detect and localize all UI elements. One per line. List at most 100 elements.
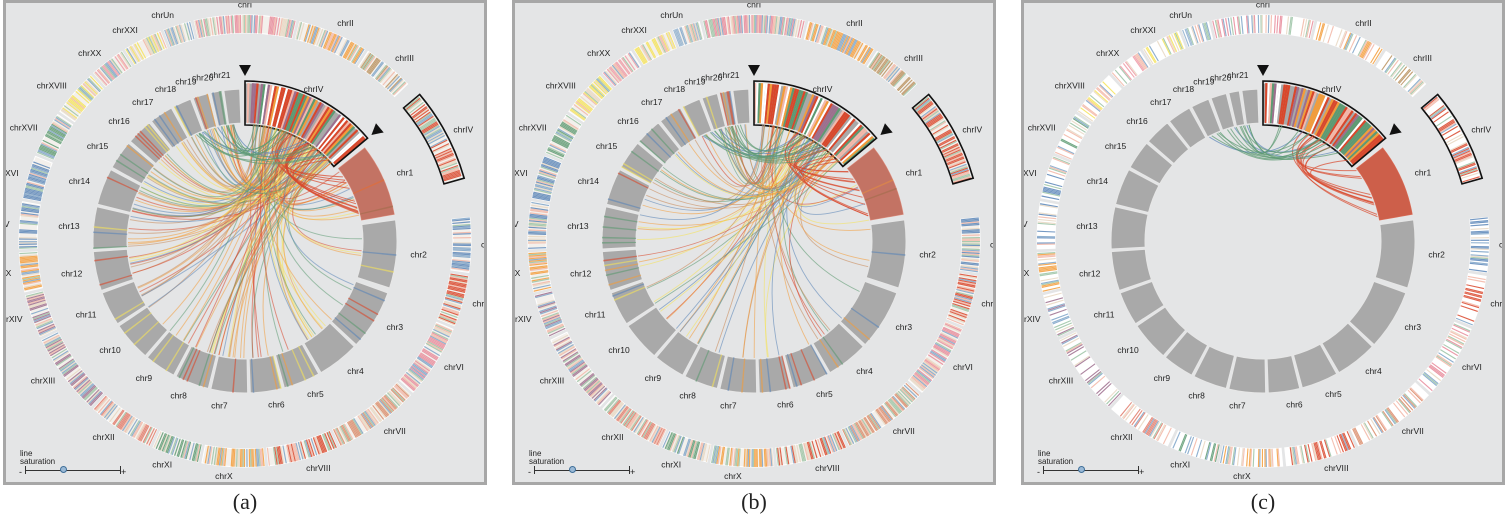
inner-chromosome-chr21[interactable]: chr21 (209, 70, 242, 125)
inner-chromosome-chr2[interactable]: chr2 (865, 219, 936, 289)
inner-chromosome-chr19[interactable]: chr19 (684, 77, 727, 131)
outer-chromosome-chrXVII[interactable]: chrXVII (10, 113, 74, 161)
inner-chromosome-chr15[interactable]: chr15 (87, 141, 156, 185)
saturation-slider-track[interactable] (534, 466, 630, 474)
selection-marker-icon[interactable] (877, 123, 893, 139)
outer-chromosome-chrII[interactable]: chrII (1312, 18, 1384, 66)
outer-chromosome-chrIX[interactable]: chrIX (1468, 216, 1502, 274)
outer-chromosome-chrVI[interactable]: chrVI (1416, 321, 1482, 393)
inner-chromosome-chr6[interactable]: chr6 (757, 354, 794, 410)
inner-chromosome-chr20[interactable]: chr20 (1210, 72, 1246, 127)
outer-chromosome-chrIX[interactable]: chrIX (959, 216, 993, 274)
outer-chromosome-chrXVII[interactable]: chrXVII (519, 113, 583, 161)
saturation-slider-track[interactable] (25, 466, 121, 474)
inner-chromosome-chr13[interactable]: chr13 (58, 206, 131, 250)
inner-chromosome-chr21[interactable]: chr21 (1227, 70, 1260, 125)
selection-marker-icon[interactable] (368, 123, 384, 139)
inner-chromosome-chr4[interactable]: chr4 (1321, 322, 1382, 376)
inner-chromosome-chr16[interactable]: chr16 (617, 116, 681, 165)
inner-chromosome-chr18[interactable]: chr18 (664, 84, 713, 138)
inner-chromosome-chr4[interactable]: chr4 (303, 322, 364, 376)
outer-chromosome-chrXIV[interactable]: chrXIV (515, 290, 567, 338)
inner-chromosome-chr14[interactable]: chr14 (1087, 168, 1160, 214)
outer-chromosome-chrXIV[interactable]: chrXIV (6, 290, 58, 338)
outer-chromosome-chrXVI[interactable]: chrXVI (515, 155, 562, 202)
outer-chromosome-chrX[interactable]: chrX (1219, 444, 1284, 481)
inner-chromosome-chr17[interactable]: chr17 (641, 97, 698, 149)
outer-chromosome-chrXIV[interactable]: chrXIV (1024, 290, 1076, 338)
inner-chromosome-chrIV[interactable]: chrIV (244, 82, 367, 166)
outer-chromosome-chrXVII[interactable]: chrXVII (1028, 113, 1092, 161)
outer-chromosome-chrII[interactable]: chrII (294, 18, 366, 66)
outer-chromosome-chrXII[interactable]: chrXII (602, 394, 667, 447)
inner-chromosome-chr11[interactable]: chr11 (1094, 280, 1165, 325)
inner-chromosome-chr10[interactable]: chr10 (99, 306, 169, 357)
outer-chromosome-chrXIII[interactable]: chrXIII (31, 331, 104, 407)
inner-chromosome-chr9[interactable]: chr9 (136, 330, 191, 383)
outer-chromosome-chrIV[interactable]: chrIV (1421, 95, 1492, 185)
selection-marker-icon[interactable] (1386, 123, 1402, 139)
outer-chromosome-chrIII[interactable]: chrIII (1375, 50, 1432, 98)
inner-chromosome-chr7[interactable]: chr7 (719, 355, 758, 410)
outer-chromosome-chrV[interactable]: chrV (1455, 272, 1502, 327)
outer-chromosome-chrXV[interactable]: chrXV (1024, 201, 1059, 250)
outer-chromosome-chrXVI[interactable]: chrXVI (6, 155, 53, 202)
inner-chromosome-chr12[interactable]: chr12 (570, 248, 644, 292)
inner-chromosome-chr12[interactable]: chr12 (61, 248, 135, 292)
outer-chromosome-chrI[interactable]: chrI (1211, 3, 1315, 39)
inner-chromosome-chr19[interactable]: chr19 (1193, 77, 1236, 131)
outer-chromosome-chrII[interactable]: chrII (803, 18, 875, 66)
outer-chromosome-chrXIX[interactable]: chrXIX (515, 251, 552, 293)
outer-chromosome-chrXII[interactable]: chrXII (93, 394, 158, 447)
outer-chromosome-chrVIII[interactable]: chrVIII (266, 430, 338, 473)
outer-chromosome-chrXI[interactable]: chrXI (152, 430, 203, 470)
outer-chromosome-chrX[interactable]: chrX (201, 444, 266, 481)
inner-chromosome-chr2[interactable]: chr2 (1374, 219, 1445, 289)
inner-chromosome-chr4[interactable]: chr4 (812, 322, 873, 376)
inner-chromosome-chr18[interactable]: chr18 (155, 84, 204, 138)
inner-chromosome-chr13[interactable]: chr13 (1076, 206, 1149, 250)
inner-chromosome-chr8[interactable]: chr8 (1188, 345, 1236, 401)
inner-chromosome-chr3[interactable]: chr3 (330, 280, 403, 346)
inner-chromosome-chr19[interactable]: chr19 (175, 77, 218, 131)
inner-chromosome-chr16[interactable]: chr16 (108, 116, 172, 165)
outer-chromosome-chrXX[interactable]: chrXX (1096, 48, 1151, 88)
outer-chromosome-chrUn[interactable]: chrUn (1169, 10, 1214, 48)
inner-chromosome-chr17[interactable]: chr17 (132, 97, 189, 149)
outer-chromosome-chrVII[interactable]: chrVII (1350, 382, 1429, 447)
outer-chromosome-chrXV[interactable]: chrXV (6, 201, 41, 250)
outer-chromosome-chrVIII[interactable]: chrVIII (1284, 430, 1356, 473)
inner-chromosome-chr10[interactable]: chr10 (608, 306, 678, 357)
outer-chromosome-chrXXI[interactable]: chrXXI (621, 25, 677, 66)
outer-chromosome-chrXI[interactable]: chrXI (1170, 430, 1221, 470)
outer-chromosome-chrXVIII[interactable]: chrXVIII (37, 75, 104, 123)
outer-chromosome-chrXVIII[interactable]: chrXVIII (546, 75, 613, 123)
inner-chromosome-chr17[interactable]: chr17 (1150, 97, 1207, 149)
outer-chromosome-chrIX[interactable]: chrIX (450, 216, 484, 274)
inner-chromosome-chr8[interactable]: chr8 (170, 345, 218, 401)
outer-chromosome-chrXV[interactable]: chrXV (515, 201, 550, 250)
outer-chromosome-chrX[interactable]: chrX (710, 444, 775, 481)
outer-chromosome-chrV[interactable]: chrV (946, 272, 993, 327)
saturation-slider-handle[interactable] (59, 466, 67, 473)
inner-chromosome-chr10[interactable]: chr10 (1117, 306, 1187, 357)
saturation-slider-handle[interactable] (1077, 466, 1085, 473)
inner-chromosome-chr20[interactable]: chr20 (192, 72, 228, 127)
outer-chromosome-chrIV[interactable]: chrIV (403, 95, 474, 185)
inner-chromosome-chr11[interactable]: chr11 (585, 280, 656, 325)
outer-chromosome-chrVIII[interactable]: chrVIII (775, 430, 847, 473)
outer-chromosome-chrIII[interactable]: chrIII (357, 50, 414, 98)
outer-chromosome-chrIII[interactable]: chrIII (866, 50, 923, 98)
inner-chromosome-chr11[interactable]: chr11 (76, 280, 147, 325)
outer-chromosome-chrXII[interactable]: chrXII (1111, 394, 1176, 447)
inner-chromosome-chr5[interactable]: chr5 (783, 343, 833, 399)
outer-chromosome-chrV[interactable]: chrV (437, 272, 484, 327)
inner-chromosome-chr5[interactable]: chr5 (274, 343, 324, 399)
inner-chromosome-chr16[interactable]: chr16 (1126, 116, 1190, 165)
outer-chromosome-chrUn[interactable]: chrUn (151, 10, 196, 48)
inner-chromosome-chr14[interactable]: chr14 (69, 168, 142, 214)
outer-chromosome-chrXIII[interactable]: chrXIII (1049, 331, 1122, 407)
selection-marker-icon[interactable] (239, 65, 251, 76)
outer-chromosome-chrXXI[interactable]: chrXXI (112, 25, 168, 66)
outer-chromosome-chrVII[interactable]: chrVII (841, 382, 920, 447)
